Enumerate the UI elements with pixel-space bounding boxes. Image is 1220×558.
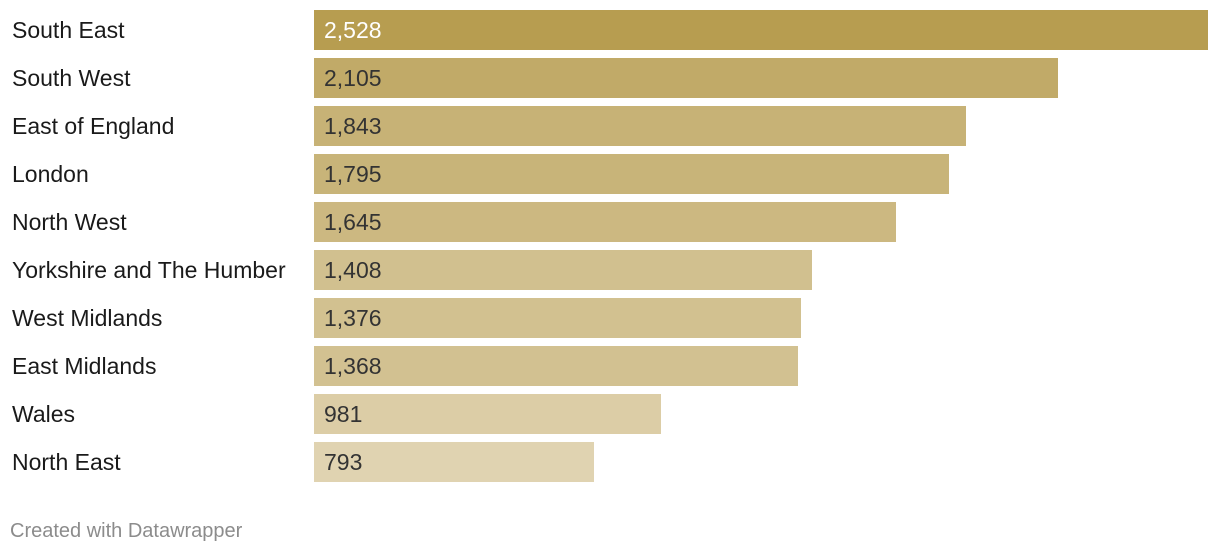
chart-row: East of England 1,843 bbox=[0, 106, 1220, 146]
bar bbox=[314, 250, 812, 290]
category-label: North East bbox=[12, 449, 121, 475]
chart-row: North East 793 bbox=[0, 442, 1220, 482]
bar bbox=[314, 10, 1208, 50]
value-label: 1,368 bbox=[324, 353, 382, 379]
value-label: 793 bbox=[324, 449, 363, 475]
chart-row: West Midlands 1,376 bbox=[0, 298, 1220, 338]
value-label: 1,645 bbox=[324, 209, 382, 235]
category-label: London bbox=[12, 161, 89, 187]
bar bbox=[314, 106, 966, 146]
category-label: South East bbox=[12, 17, 125, 43]
chart-row: North West 1,645 bbox=[0, 202, 1220, 242]
chart-row: South East 2,528 bbox=[0, 10, 1220, 50]
value-label: 1,795 bbox=[324, 161, 382, 187]
bar bbox=[314, 394, 661, 434]
bar bbox=[314, 346, 798, 386]
category-label: East of England bbox=[12, 113, 175, 139]
value-label: 1,408 bbox=[324, 257, 382, 283]
chart-row: South West 2,105 bbox=[0, 58, 1220, 98]
value-label: 1,376 bbox=[324, 305, 382, 331]
bar bbox=[314, 202, 896, 242]
chart-row: London 1,795 bbox=[0, 154, 1220, 194]
value-label: 981 bbox=[324, 401, 363, 427]
chart-row: Wales 981 bbox=[0, 394, 1220, 434]
chart-row: Yorkshire and The Humber 1,408 bbox=[0, 250, 1220, 290]
value-label: 2,105 bbox=[324, 65, 382, 91]
chart-row: East Midlands 1,368 bbox=[0, 346, 1220, 386]
bar bbox=[314, 298, 801, 338]
bar bbox=[314, 58, 1059, 98]
bar-chart: South East 2,528 South West 2,105 East of En… bbox=[0, 10, 1220, 482]
credit-footer: Created with Datawrapper bbox=[10, 520, 243, 542]
category-label: North West bbox=[12, 209, 127, 235]
category-label: Wales bbox=[12, 401, 76, 427]
value-label: 2,528 bbox=[324, 17, 382, 43]
category-label: West Midlands bbox=[12, 305, 163, 331]
category-label: South West bbox=[12, 65, 131, 91]
value-label: 1,843 bbox=[324, 113, 382, 139]
bar bbox=[314, 442, 595, 482]
bar bbox=[314, 154, 949, 194]
category-label: East Midlands bbox=[12, 353, 157, 379]
category-label: Yorkshire and The Humber bbox=[12, 257, 286, 283]
